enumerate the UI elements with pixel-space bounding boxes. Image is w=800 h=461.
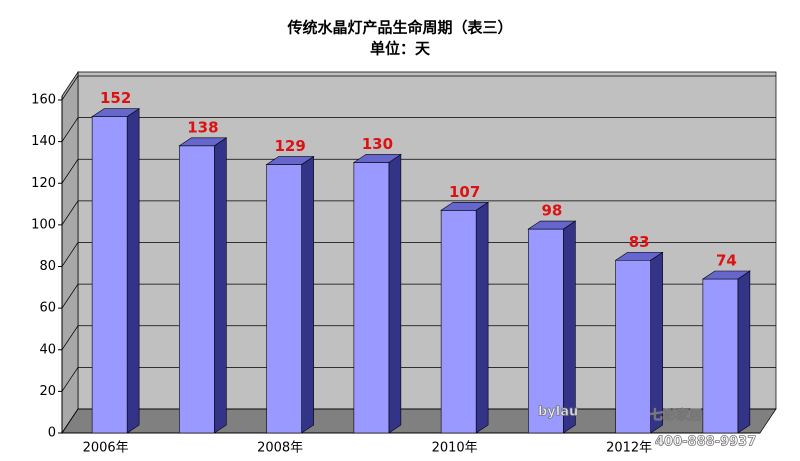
bar-top: [701, 270, 751, 280]
y-tick-label: 0: [48, 426, 56, 441]
bar-top: [91, 108, 141, 117]
y-tick-label: 40: [39, 342, 56, 357]
grid-line: [61, 367, 79, 392]
y-tick-label: 20: [39, 384, 56, 399]
bar-top: [352, 154, 402, 163]
bar: [179, 145, 215, 434]
grid-line: [61, 242, 79, 267]
bar-side: [650, 251, 663, 434]
value-label: 129: [274, 137, 305, 155]
bar-side: [301, 155, 314, 434]
bar-side: [563, 220, 576, 434]
bar-top: [265, 156, 315, 165]
y-tick-label: 140: [31, 134, 56, 149]
bar: [353, 162, 390, 434]
grid-line: [61, 159, 79, 184]
bar: [266, 164, 302, 434]
chart-subtitle: 单位：天: [370, 40, 431, 58]
bar-side: [737, 270, 751, 434]
x-tick-label: 2012年: [606, 441, 652, 456]
y-tick-label: 60: [39, 301, 56, 316]
y-tick-label: 160: [31, 93, 56, 108]
value-label: 83: [629, 233, 650, 251]
bar: [91, 116, 128, 434]
bar-side: [126, 108, 140, 434]
watermark: 七彩家居: [650, 408, 702, 424]
y-tick-label: 100: [31, 217, 56, 232]
value-label: 74: [716, 251, 737, 269]
bar-top: [527, 220, 577, 230]
watermark: 400-888-9937: [655, 435, 756, 450]
bar-side: [214, 137, 227, 434]
grid-line: [61, 283, 79, 309]
bar: [528, 228, 564, 434]
x-tick-label: 2008年: [257, 441, 303, 456]
value-label: 130: [362, 135, 393, 153]
value-label: 152: [100, 89, 131, 107]
grid-line: [61, 408, 79, 434]
watermark: bylau: [538, 405, 578, 420]
grid-line: [61, 325, 79, 350]
y-tick-label: 80: [39, 259, 56, 274]
value-label: 98: [541, 202, 562, 220]
grid-line: [61, 117, 79, 142]
y-tick-label: 120: [31, 176, 56, 191]
bar-side: [475, 201, 489, 434]
bar-top: [178, 137, 228, 147]
grid-line: [61, 75, 79, 101]
bar: [440, 210, 477, 434]
grid-line: [61, 200, 79, 226]
chart-title: 传统水晶灯产品生命周期（表三）: [286, 19, 512, 37]
x-tick-label: 2006年: [83, 441, 129, 456]
bar: [615, 259, 651, 434]
bar-top: [614, 251, 664, 261]
value-label: 138: [187, 118, 218, 136]
bar-top: [440, 202, 490, 211]
bar: [702, 278, 739, 434]
bar-side: [388, 153, 402, 434]
value-label: 107: [449, 183, 480, 201]
x-tick-label: 2010年: [432, 441, 478, 456]
